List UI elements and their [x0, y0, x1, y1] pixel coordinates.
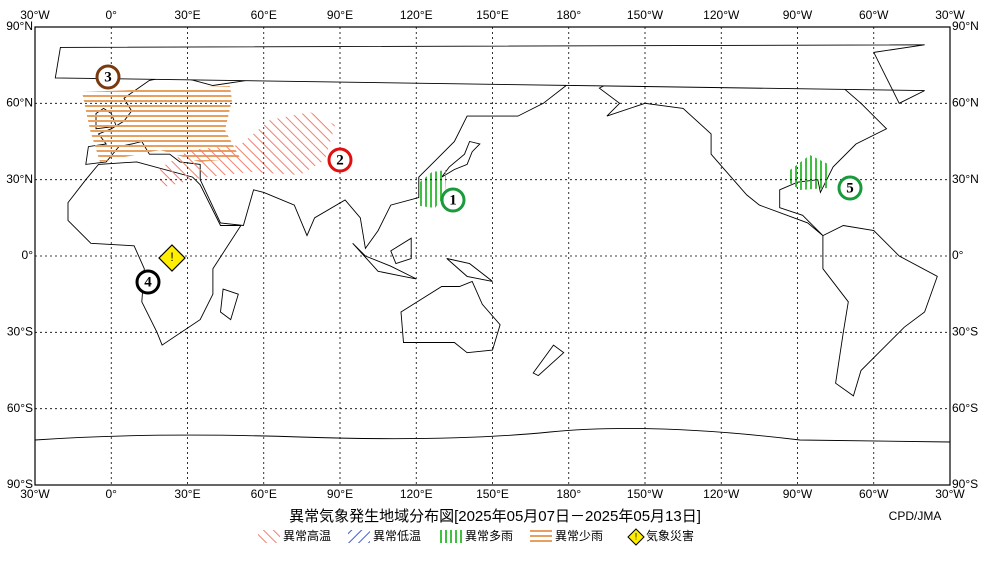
marker-circle: [327, 147, 353, 173]
lon-label: 150°E: [476, 487, 509, 501]
lon-label: 30°W: [20, 8, 50, 22]
legend-label: 異常低温: [373, 529, 421, 543]
legend-swatch: [440, 530, 462, 543]
lon-label: 180°: [556, 487, 581, 501]
credit: CPD/JMA: [889, 509, 942, 523]
lon-label: 180°: [556, 8, 581, 22]
marker-number: 5: [846, 180, 854, 196]
coastline: [532, 344, 565, 377]
lon-label: 30°E: [174, 8, 200, 22]
lon-label: 60°W: [859, 8, 889, 22]
legend-swatch: [348, 530, 370, 543]
graticule: [35, 27, 950, 485]
legend-label: 異常高温: [283, 528, 331, 543]
lon-label: 0°: [106, 8, 118, 22]
legend: 異常高温 異常低温 異常多雨 異常少雨 ! 気象災害: [258, 528, 694, 546]
hazard-marker: !: [158, 244, 186, 272]
event-marker: 4: [135, 269, 161, 295]
lon-label: 90°E: [327, 8, 353, 22]
lat-label: 90°N: [952, 19, 979, 33]
lat-label: 30°S: [952, 325, 978, 339]
legend-label: 異常少雨: [555, 529, 603, 543]
lat-label: 90°S: [7, 477, 33, 491]
lat-label: 90°N: [6, 19, 33, 33]
lon-label: 90°W: [783, 487, 813, 501]
coastline: [822, 225, 938, 397]
lon-label: 120°W: [703, 8, 740, 22]
lon-label: 60°E: [251, 487, 277, 501]
lat-label: 0°: [22, 248, 34, 262]
coastline: [220, 288, 239, 321]
legend-label: 気象災害: [646, 528, 694, 543]
axis-labels: 30°W30°W0°0°30°E30°E60°E60°E90°E90°E120°…: [6, 8, 979, 501]
marker-number: 1: [449, 192, 457, 208]
lon-label: 90°E: [327, 487, 353, 501]
warm-area: [160, 112, 335, 188]
event-marker: 1: [440, 187, 466, 213]
legend-swatch: [530, 530, 552, 543]
dry-area: [82, 86, 240, 162]
coastline: [54, 44, 925, 104]
lon-label: 120°E: [400, 487, 433, 501]
marker-number: 2: [336, 152, 344, 168]
lat-label: 60°S: [952, 401, 978, 415]
marker-number: 4: [144, 274, 152, 290]
lon-label: 150°W: [627, 487, 664, 501]
coastline: [34, 427, 951, 486]
coastline: [598, 69, 888, 236]
lon-label: 30°W: [20, 487, 50, 501]
hazard-diamond: [158, 244, 186, 272]
lon-label: 120°W: [703, 487, 740, 501]
map-title: 異常気象発生地域分布図[2025年05月07日－2025年05月13日]: [289, 508, 701, 525]
lon-label: 150°W: [627, 8, 664, 22]
coastline: [400, 280, 501, 354]
lat-label: 60°N: [6, 96, 33, 110]
coastline: [390, 237, 412, 265]
lat-label: 90°S: [952, 477, 978, 491]
marker-circle: [440, 187, 466, 213]
legend-swatch: [627, 528, 645, 546]
lat-label: 30°N: [6, 172, 33, 186]
legend-icon: !: [635, 531, 638, 541]
wet-area: [788, 155, 830, 190]
lon-label: 150°E: [476, 8, 509, 22]
legend-label: 異常多雨: [465, 529, 513, 543]
lon-label: 30°E: [174, 487, 200, 501]
lat-label: 0°: [952, 248, 964, 262]
lon-label: 60°W: [859, 487, 889, 501]
lon-label: 0°: [106, 487, 118, 501]
marker-circle: [95, 64, 121, 90]
marker-number: 3: [104, 69, 112, 85]
event-marker: 3: [95, 64, 121, 90]
anomaly-areas: [82, 86, 830, 208]
event-marker: 2: [327, 147, 353, 173]
lon-label: 30°W: [935, 8, 965, 22]
lon-label: 90°W: [783, 8, 813, 22]
lon-label: 30°W: [935, 487, 965, 501]
lon-label: 120°E: [400, 8, 433, 22]
hazard-icon: !: [170, 250, 173, 264]
lat-label: 60°S: [7, 401, 33, 415]
event-marker: 5: [837, 175, 863, 201]
coastline: [446, 258, 493, 282]
lat-label: 60°N: [952, 96, 979, 110]
marker-circle: [135, 269, 161, 295]
lat-label: 30°S: [7, 325, 33, 339]
legend-swatch: [258, 530, 280, 543]
lat-label: 30°N: [952, 172, 979, 186]
coastline: [441, 140, 481, 178]
lon-label: 60°E: [251, 8, 277, 22]
event-markers: 1 2 3 4 5: [95, 64, 863, 295]
marker-circle: [837, 175, 863, 201]
